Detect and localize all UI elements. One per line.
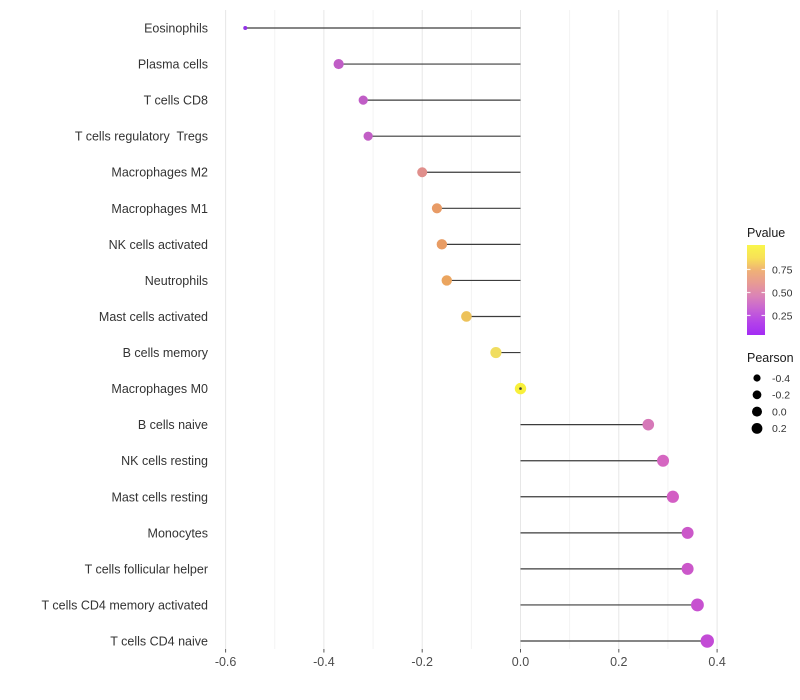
pearson-legend-dot xyxy=(752,390,762,400)
y-axis-category-label: Macrophages M1 xyxy=(111,202,208,216)
y-axis-category-label: Mast cells activated xyxy=(99,310,208,324)
data-point xyxy=(333,58,344,70)
colorbar-tick-label: 0.25 xyxy=(772,310,793,322)
x-axis-tick-label: 0.2 xyxy=(610,655,627,669)
data-point xyxy=(358,95,368,105)
y-axis-category-label: Macrophages M0 xyxy=(111,382,208,396)
y-axis-category-label: Neutrophils xyxy=(145,274,208,288)
data-point xyxy=(666,490,679,503)
x-axis-tick-label: -0.2 xyxy=(411,655,433,669)
y-axis-category-label: T cells CD4 memory activated xyxy=(42,598,209,612)
stem-endpoint xyxy=(519,387,522,390)
data-point xyxy=(243,26,248,30)
pvalue-colorbar xyxy=(747,245,765,335)
grid-layer xyxy=(225,10,718,649)
data-point xyxy=(642,418,655,431)
data-point xyxy=(681,562,694,575)
x-axis-tick-label: -0.6 xyxy=(215,655,237,669)
stem-layer xyxy=(245,27,708,642)
y-axis-category-label: Mast cells resting xyxy=(111,490,208,504)
y-axis-category-label: T cells CD8 xyxy=(144,94,208,108)
colorbar-tick-label: 0.75 xyxy=(772,264,793,276)
pearson-legend-title: Pearson xyxy=(747,351,794,365)
data-point xyxy=(431,203,443,214)
data-point xyxy=(441,275,452,286)
x-axis-tick-label: 0.4 xyxy=(708,655,725,669)
data-point xyxy=(363,131,373,141)
pearson-legend-dot xyxy=(751,423,763,434)
y-axis-category-label: Eosinophils xyxy=(144,22,208,36)
data-point xyxy=(691,598,704,612)
y-axis-category-label: T cells CD4 naive xyxy=(110,635,208,649)
legend-layer: Pvalue Pearson 0.75 0.50 0.25 -0.4 -0.2 0.0 0.… xyxy=(747,226,794,435)
pearson-legend-dot xyxy=(752,406,762,417)
point-layer xyxy=(243,26,714,648)
pearson-legend-label: 0.0 xyxy=(772,406,787,418)
y-axis-category-label: Plasma cells xyxy=(138,58,208,72)
data-point xyxy=(417,167,428,178)
x-axis-tick-label: 0.0 xyxy=(512,655,529,669)
colorbar-tick-label: 0.50 xyxy=(772,287,793,299)
y-axis-category-label: NK cells resting xyxy=(121,454,208,468)
data-point xyxy=(461,311,472,322)
pearson-legend-dot xyxy=(753,374,761,382)
data-point xyxy=(700,634,714,648)
y-axis-category-label: NK cells activated xyxy=(109,238,208,252)
y-axis-category-label: T cells regulatory Tregs xyxy=(75,130,208,144)
y-axis-category-label: B cells memory xyxy=(123,346,209,360)
y-axis-category-label: T cells follicular helper xyxy=(85,562,208,576)
data-point xyxy=(681,526,694,539)
pvalue-legend-title: Pvalue xyxy=(747,226,785,240)
y-axis-category-label: Monocytes xyxy=(148,526,208,540)
y-axis-category-label: Macrophages M2 xyxy=(111,166,208,180)
data-point xyxy=(436,239,448,250)
data-point xyxy=(657,454,670,467)
pearson-legend-label: -0.2 xyxy=(772,390,790,402)
x-axis-tick-label: -0.4 xyxy=(313,655,335,669)
pearson-legend-label: -0.4 xyxy=(772,373,790,385)
data-point xyxy=(490,346,502,359)
y-axis-category-label: B cells naive xyxy=(138,418,208,432)
axis-layer: -0.6 -0.4 -0.2 0.0 0.2 0.4 Eosinophils Plasma c… xyxy=(42,22,726,670)
pearson-legend-label: 0.2 xyxy=(772,423,787,435)
